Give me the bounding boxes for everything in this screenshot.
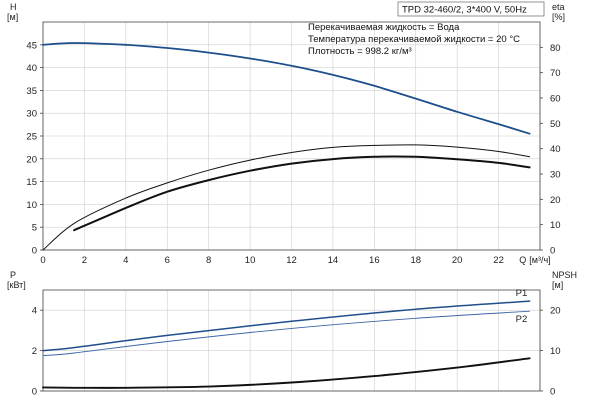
- x-tick-label: 12: [286, 255, 297, 266]
- plot-frame: [42, 289, 541, 392]
- right-axis-label: eta: [552, 2, 565, 12]
- x-axis-label: Q: [519, 255, 526, 265]
- series-line-p1: [42, 300, 531, 352]
- left-tick-label: 30: [26, 109, 37, 120]
- x-tick-label: 20: [452, 255, 463, 266]
- x-tick-label: 14: [328, 255, 339, 266]
- right-tick-label: 70: [550, 68, 561, 79]
- right-tick-label: 30: [550, 170, 561, 181]
- left-tick-label: 4: [32, 306, 37, 317]
- panel-power-npsh: 0 2 4 0 10 20 P[кВт] NPSH[м] P1 P2: [7, 270, 577, 398]
- left-tick-label: 15: [26, 177, 37, 188]
- right-tick-label: 80: [550, 43, 561, 54]
- right-axis-label: NPSH: [552, 270, 577, 280]
- left-tick-label: 2: [32, 346, 37, 357]
- liquid-info-line: Температура перекачиваемой жидкости = 20…: [308, 34, 520, 45]
- series-line-p2: [42, 310, 531, 357]
- x-tick-label: 4: [123, 255, 128, 266]
- left-tick-label: 10: [26, 200, 37, 211]
- x-tick-label: 2: [82, 255, 87, 266]
- series-line-0-1: [42, 144, 531, 251]
- right-tick-label: 60: [550, 94, 561, 105]
- left-tick-label: 0: [32, 387, 37, 398]
- left-tick-label: 0: [32, 246, 37, 257]
- right-tick-label: 20: [550, 306, 561, 317]
- right-axis-unit: [м]: [552, 280, 563, 290]
- left-tick-label: 40: [26, 63, 37, 74]
- panel-head-efficiency: 0 5 10 15 20 25 30 35 40 45 0 10 20 30 40 50 60 70 80 0 2 4 6 8…: [7, 1, 565, 266]
- left-tick-label: 25: [26, 132, 37, 143]
- x-tick-label: 16: [369, 255, 380, 266]
- x-tick-label: 8: [206, 255, 211, 266]
- left-tick-label: 45: [26, 40, 37, 51]
- right-tick-label: 10: [550, 220, 561, 231]
- series-label-p2: P2: [516, 314, 528, 325]
- series-line-1-2: [42, 357, 531, 389]
- right-tick-label: 50: [550, 119, 561, 130]
- x-tick-label: 6: [165, 255, 170, 266]
- liquid-info-line: Плотность = 998.2 кг/м³: [308, 46, 412, 57]
- x-tick-label: 18: [410, 255, 421, 266]
- left-tick-label: 35: [26, 86, 37, 97]
- liquid-info-line: Перекачиваемая жидкость = Вода: [308, 22, 460, 33]
- right-tick-label: 0: [550, 246, 555, 257]
- right-axis-unit: [%]: [552, 12, 565, 22]
- x-axis-unit: [м³/ч]: [529, 255, 550, 265]
- right-tick-label: 10: [550, 346, 561, 357]
- left-tick-label: 20: [26, 154, 37, 165]
- model-info-box: [397, 1, 545, 17]
- x-tick-label: 10: [245, 255, 256, 266]
- left-axis-label: H: [10, 2, 17, 12]
- series-line-0-0: [42, 42, 531, 135]
- series-line-0-2: [73, 155, 531, 232]
- series-label-p1: P1: [516, 288, 528, 299]
- model-info-text: TPD 32-460/2, 3*400 V, 50Hz: [402, 5, 527, 16]
- left-axis-unit: [кВт]: [7, 280, 26, 290]
- x-tick-label: 22: [493, 255, 504, 266]
- left-tick-label: 5: [32, 223, 37, 234]
- left-axis-unit: [м]: [7, 12, 18, 22]
- left-axis-label: P: [10, 270, 16, 280]
- right-tick-label: 40: [550, 144, 561, 155]
- x-tick-label: 0: [40, 255, 45, 266]
- right-tick-label: 0: [550, 387, 555, 398]
- right-tick-label: 20: [550, 195, 561, 206]
